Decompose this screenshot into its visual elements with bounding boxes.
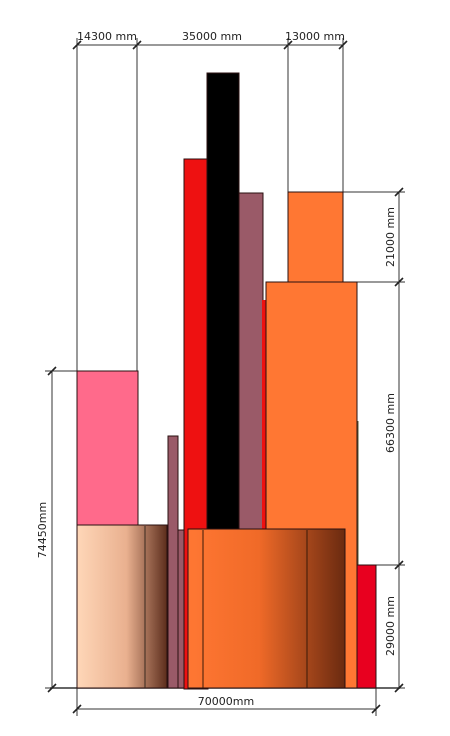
orange-podium [187,528,346,689]
bottom-dimension-label: 70000mm [198,695,254,708]
red-sliver [262,300,266,530]
left-dimension-label: 74450mm [36,502,49,558]
mauve-slab-small [177,529,185,689]
right-dimension-chain: 21000 mm 66300 mm 29000 mm [384,187,404,693]
top-dimension-1: 14300 mm [77,30,137,43]
top-dimension-2: 35000 mm [182,30,242,43]
orange-upper-block [287,191,344,284]
left-dimension: 74450mm [36,366,57,693]
peach-podium [76,524,168,689]
right-dimension-2: 66300 mm [384,393,397,453]
pink-block [76,370,139,527]
dark-red-block [356,564,377,689]
building-blocks [76,72,377,690]
top-dimension-chain: 14300 mm 35000 mm 13000 mm [72,30,348,50]
top-dimension-3: 13000 mm [285,30,345,43]
bottom-dimension: 70000mm [72,695,381,714]
mauve-slab [167,435,179,689]
right-dimension-1: 21000 mm [384,207,397,267]
right-dimension-3: 29000 mm [384,596,397,656]
